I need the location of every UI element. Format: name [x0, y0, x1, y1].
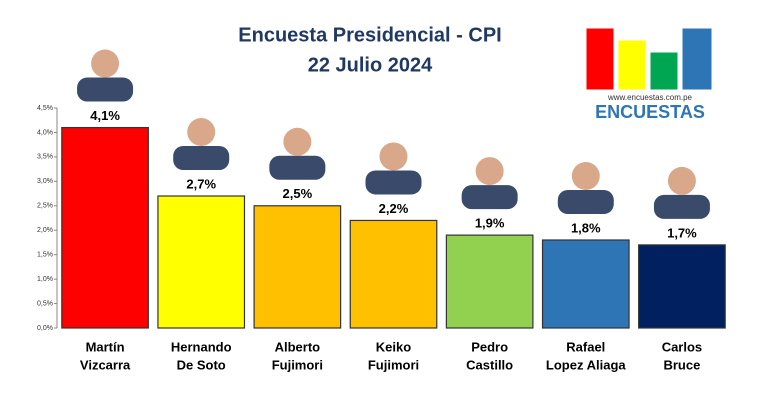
candidate-photo-body [173, 146, 230, 170]
x-tick-label: Rafael [566, 339, 605, 354]
x-tick-label: Alberto [275, 339, 321, 354]
candidate-photo-body [77, 77, 134, 102]
value-label: 2,7% [186, 176, 216, 191]
candidate-photo-body [653, 194, 710, 219]
logo-bar [617, 39, 647, 91]
logo-bar [585, 27, 615, 91]
candidate-photo-body [269, 155, 326, 180]
value-label: 1,8% [571, 220, 601, 235]
candidate-photo-head [475, 157, 504, 186]
y-tick-label: 2,0% [37, 227, 53, 234]
candidate-photo-head [667, 166, 696, 195]
logo-bar [681, 27, 713, 91]
candidate-photo-head [91, 49, 120, 78]
y-tick-label: 4,5% [37, 105, 53, 112]
candidate-photo-body [365, 170, 422, 195]
value-label: 1,7% [667, 225, 697, 240]
y-tick-label: 0,5% [37, 300, 53, 307]
y-tick-label: 2,5% [37, 203, 53, 210]
x-tick-label: Keiko [376, 339, 411, 354]
logo: www.encuestas.com.pe ENCUESTAS [585, 27, 713, 122]
candidate-photo-head [283, 127, 312, 156]
chart-title: Encuesta Presidencial - CPI [238, 24, 501, 46]
x-tick-label: Martín [86, 339, 125, 354]
candidate-photo-head [187, 118, 216, 146]
x-tick-label: Lopez Aliaga [546, 357, 626, 372]
x-tick-label: Bruce [663, 357, 700, 372]
x-tick-label: Carlos [662, 339, 702, 354]
y-tick-label: 3,0% [37, 178, 53, 185]
value-label: 1,9% [475, 216, 505, 231]
bar [349, 219, 438, 329]
bar [445, 234, 534, 329]
x-tick-label: Hernando [171, 339, 232, 354]
y-tick-label: 3,5% [37, 154, 53, 161]
y-tick-label: 0,0% [37, 325, 53, 332]
candidate-photo-body [557, 190, 614, 214]
value-label: 4,1% [90, 108, 120, 123]
bar [253, 205, 342, 329]
value-label: 2,2% [379, 201, 409, 216]
logo-bar [649, 51, 679, 91]
logo-url: www.encuestas.com.pe [607, 93, 693, 102]
bar [638, 244, 726, 329]
x-tick-label: Fujimori [368, 357, 419, 372]
logo-name: ENCUESTAS [595, 102, 705, 122]
bar [157, 195, 246, 329]
x-tick-label: Castillo [466, 357, 513, 372]
x-tick-label: De Soto [177, 357, 226, 372]
y-tick-label: 1,0% [37, 276, 53, 283]
candidate-photo-head [571, 162, 600, 190]
candidate-photo-head [379, 142, 408, 171]
bar [541, 239, 630, 329]
value-label: 2,5% [283, 186, 313, 201]
x-tick-label: Fujimori [272, 357, 323, 372]
chart-subtitle: 22 Julio 2024 [308, 54, 433, 76]
x-tick-label: Pedro [471, 339, 508, 354]
candidate-photo-body [461, 185, 518, 210]
x-tick-label: Vizcarra [80, 357, 131, 372]
bar [61, 126, 149, 329]
y-tick-label: 1,5% [37, 252, 53, 259]
y-tick-label: 4,0% [37, 129, 53, 136]
